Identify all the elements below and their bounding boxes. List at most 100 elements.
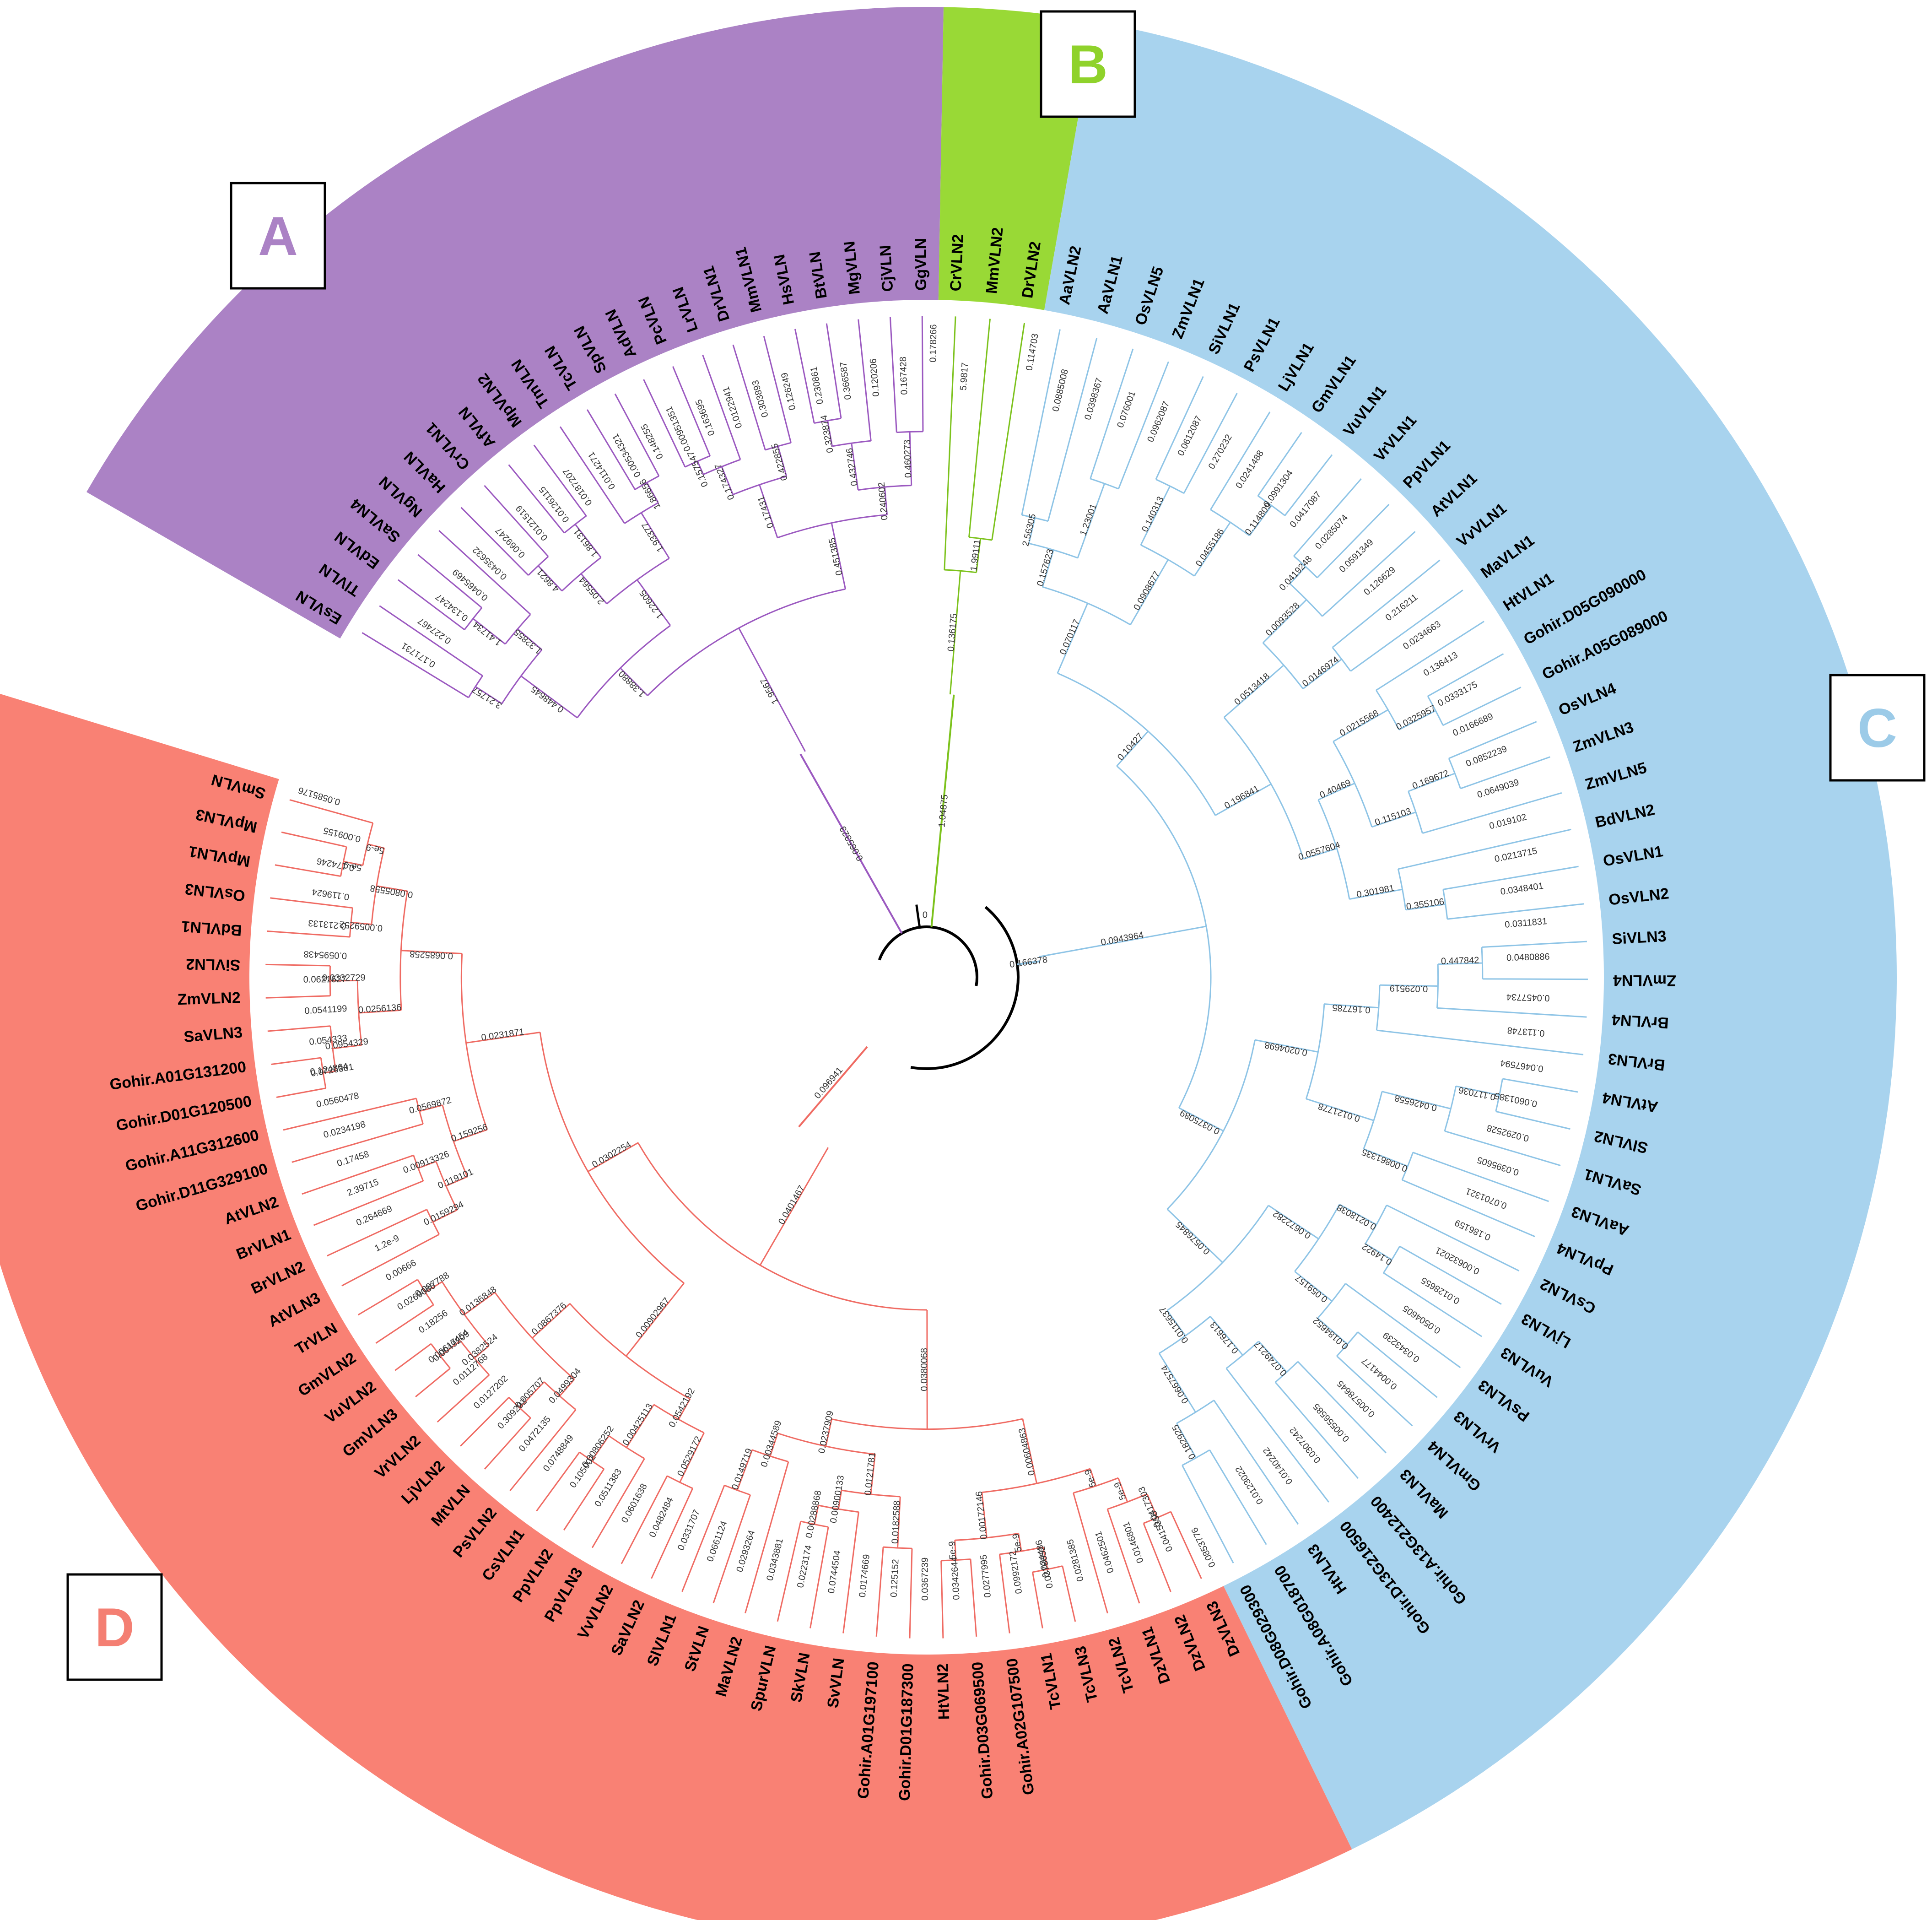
branch-length-label: 0.17431 [756,495,776,530]
leaf-branch [1413,1152,1549,1202]
branch-length-label: 0.136175 [946,613,959,652]
clade-band-a [86,6,944,639]
internal-branch [376,885,408,892]
branch-length-label: 5e-9 [1011,1533,1024,1552]
internal-arc [1398,869,1407,910]
leaf-branch [265,963,330,967]
branch-length-label: 0.0885008 [1051,368,1070,412]
internal-branch [1176,1423,1197,1458]
branch-length-label: 0.00604863 [1017,1427,1037,1477]
leaf-branch [1357,1331,1438,1398]
clade-label-boxes: A B C D [66,10,1926,1681]
branch-length-label: 0.0215568 [1338,708,1381,738]
leaf-branch [1210,411,1271,510]
leaf-branch [826,323,842,419]
clade-stem-b [930,694,955,927]
leaf-branch [1495,1110,1570,1130]
internal-branch [1223,665,1284,718]
branch-length-label: 0.0962087 [1145,400,1171,444]
internal-arc [1376,690,1400,730]
leaf-branch [732,344,766,450]
internal-arc [634,475,659,490]
branch-length-label: 0.0685258 [410,949,453,961]
leaf-label: ZmVLN2 [177,989,241,1008]
branch-length-label: 0.00861335 [1360,1147,1409,1174]
branch-length-label: 0.069247 [494,525,527,560]
internal-branch [519,1381,545,1408]
clade-label-text: B [1068,34,1108,95]
branch-length-label: 0.270232 [1207,433,1234,471]
branch-length-label: 0.422855 [770,442,790,481]
branch-length-label: 0.0417087 [1288,490,1323,530]
internal-branch [1249,505,1272,536]
leaf-branch [484,1417,531,1470]
internal-branch [1398,710,1436,730]
leaf-branch [1460,756,1550,790]
leaf-branch [889,317,897,433]
branch-length-label: 0.432746 [844,447,859,487]
leaf-branch [460,1397,510,1447]
leaf-branch [794,329,815,423]
leaf-branch [614,393,660,476]
leaf-branch [1376,621,1484,691]
branch-length-label: 0.0480886 [1506,952,1550,963]
leaf-label: GgVLN [912,238,930,291]
leaf-branch [267,930,350,938]
clade-label-box-d: D [66,1573,163,1681]
branch-length-label: 0.0348401 [1500,881,1544,897]
internal-arc [441,1281,490,1347]
leaf-branch [1442,687,1522,726]
branch-length-label: 0.0749217 [1252,1339,1289,1378]
branch-length-label: 0.0166689 [1451,711,1495,738]
branch-length-label: 0.0472135 [517,1414,553,1454]
branch-length-label: 0.059157 [1294,1273,1330,1304]
internal-branch [1289,566,1306,584]
branch-length-label: 0.0182588 [890,1500,902,1544]
internal-branch [1140,486,1171,546]
internal-branch [696,461,704,475]
branch-length-label: 0.0342644 [950,1557,962,1601]
internal-arc [528,556,549,576]
internal-arc [544,1381,577,1411]
leaf-branch [289,799,373,824]
leaf-label: BrVLN4 [1611,1011,1669,1031]
branch-length-label: 0.447842 [1441,955,1479,966]
internal-branch [1039,925,1207,957]
branch-length-label: 0.117036 [1458,1085,1497,1102]
leaf-branch [1213,1400,1299,1525]
leaf-branch [921,316,924,432]
internal-branch [721,466,734,495]
clade-stem-c [1017,960,1040,966]
internal-branch [425,1281,443,1293]
branch-length-label: 0.115103 [1374,806,1413,827]
internal-branch [1116,730,1149,767]
internal-branch [520,675,578,719]
branch-length-label: 0.0467594 [1500,1058,1544,1074]
internal-branch [1166,1208,1223,1263]
leaf-branch [417,554,482,609]
internal-branch [1255,1039,1318,1053]
leaf-label: HtVLN2 [934,1663,953,1720]
branch-length-label: 0.0146801 [1121,1520,1146,1564]
leaf-branch [1297,1361,1387,1454]
branch-length-label: 0.0256136 [358,1002,402,1015]
internal-branch [1193,522,1231,577]
leaf-branch [271,1057,321,1065]
leaf-branch [267,1025,331,1032]
branch-length-label: 5e-9 [1112,1481,1128,1501]
leaf-branch [940,1560,944,1639]
leaf-branch [291,1123,423,1163]
internal-branch [831,523,846,590]
internal-branch [1302,659,1342,690]
leaf-branch [1481,941,1587,948]
internal-branch [1317,1318,1348,1345]
leaf-branch [1062,1566,1076,1622]
internal-branch [559,1379,575,1397]
leaf-branch [1183,393,1238,494]
branch-length-label: 0.0115637 [1158,1304,1191,1345]
leaf-branch [1332,559,1441,648]
internal-branch [1324,1003,1379,1009]
branch-length-label: 0.0121781 [863,1452,878,1496]
branch-length-label: 0.0576845 [1174,1219,1212,1256]
branch-length-label: 0.0499304 [547,1366,583,1406]
